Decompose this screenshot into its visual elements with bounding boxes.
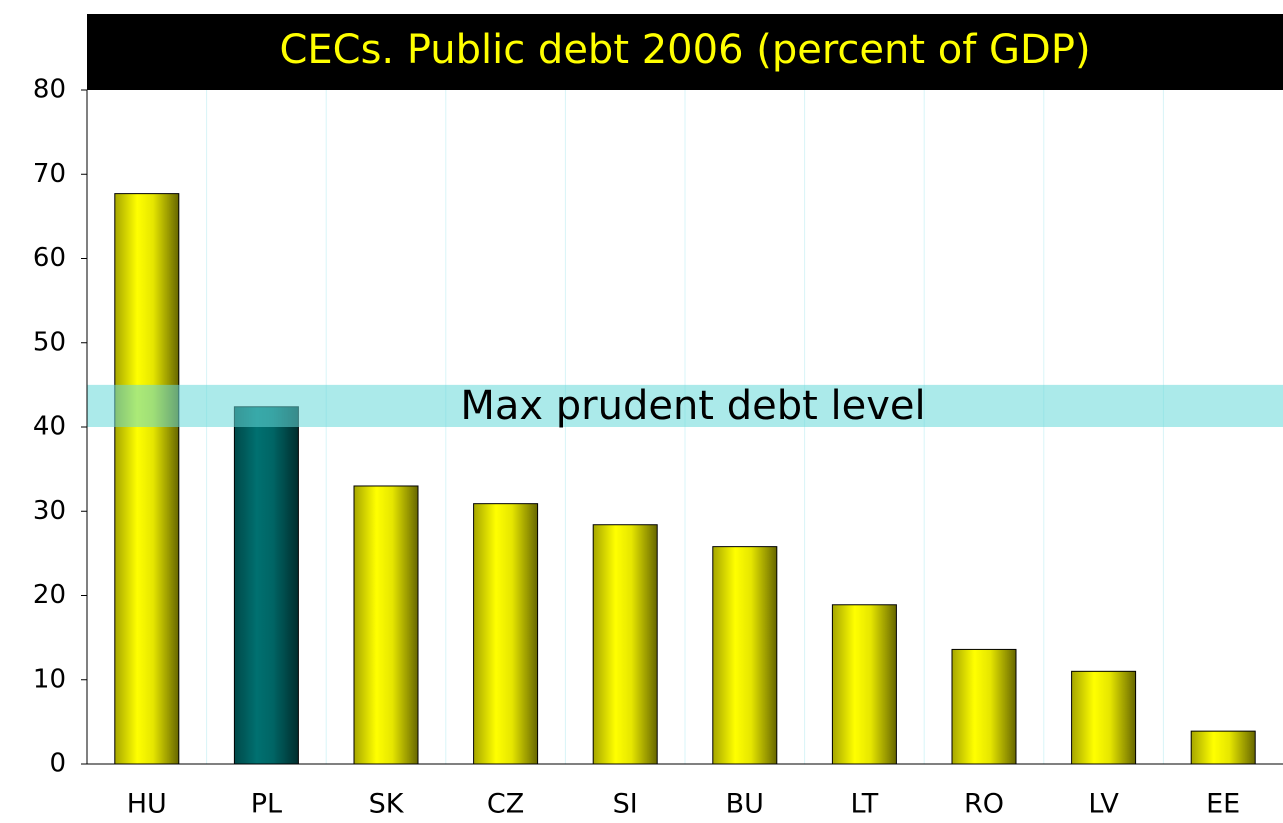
bar-shade (593, 524, 658, 764)
x-tick-label: BU (726, 789, 764, 820)
bar-shade (952, 649, 1016, 764)
y-tick-label: 10 (33, 664, 66, 694)
x-tick-label: RO (964, 789, 1004, 820)
x-tick-label: PL (251, 789, 282, 820)
y-tick-label: 40 (33, 412, 66, 442)
bar-shade (473, 503, 538, 764)
bar-shade (712, 546, 777, 764)
band-label: Max prudent debt level (460, 383, 925, 429)
y-tick-label: 50 (33, 327, 66, 357)
y-tick-label: 70 (33, 159, 66, 189)
y-tick-label: 0 (49, 749, 66, 779)
x-tick-label: LT (850, 789, 878, 820)
x-tick-label: CZ (487, 789, 524, 820)
chart-title: CECs. Public debt 2006 (percent of GDP) (279, 27, 1090, 73)
bar-shade (832, 604, 897, 764)
y-tick-label: 80 (33, 75, 66, 105)
bar-shade (354, 485, 418, 764)
x-tick-label: EE (1206, 789, 1240, 820)
y-tick-label: 30 (33, 496, 66, 526)
title-box (87, 14, 1283, 90)
x-tick-label: LV (1088, 789, 1119, 820)
bar-shade (1071, 671, 1136, 764)
y-tick-label: 60 (33, 243, 66, 273)
y-tick-label: 20 (33, 580, 66, 610)
bar-shade (1191, 731, 1256, 764)
x-tick-label: SI (613, 789, 638, 820)
x-tick-label: SK (369, 789, 405, 820)
bar-shade (114, 193, 179, 764)
x-tick-label: HU (127, 789, 167, 820)
prudent-band (87, 384, 1283, 427)
bar-shade (234, 406, 299, 764)
